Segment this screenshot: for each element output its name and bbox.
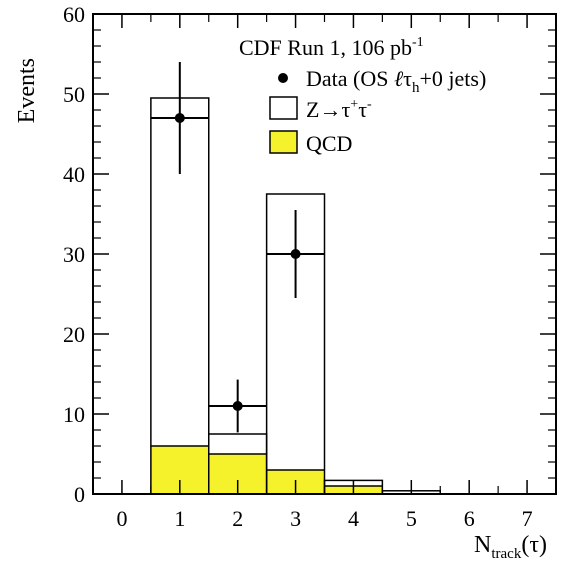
x-tick-label: 4 — [348, 506, 359, 531]
x-axis-label: Ntrack(τ) — [474, 532, 547, 562]
legend-qcd-swatch — [269, 130, 298, 154]
y-tick-label: 0 — [74, 482, 85, 507]
y-tick-label: 10 — [63, 402, 85, 427]
x-tick-label: 7 — [522, 506, 533, 531]
y-tick-label: 30 — [63, 242, 85, 267]
legend-qcd-label: QCD — [306, 131, 352, 156]
axis-layer: 0 1 2 3 4 5 6 7 0 10 20 30 40 50 60 — [63, 2, 557, 531]
x-tick-label: 3 — [290, 506, 301, 531]
x-axis-label-main: N — [474, 532, 491, 558]
legend-data-label: Data (OS ℓτh+0 jets) — [306, 66, 486, 96]
x-axis-label-sub: track — [491, 546, 521, 562]
legend: CDF Run 1, 106 pb-1 Data (OS ℓτh+0 jets)… — [239, 35, 486, 156]
legend-data-marker — [278, 73, 288, 83]
legend-header-sup: -1 — [412, 35, 424, 50]
x-tick-label: 6 — [464, 506, 475, 531]
legend-ztautau-swatch — [269, 96, 298, 120]
x-tick-label: 5 — [406, 506, 417, 531]
legend-ztautau-label: Z→τ+τ- — [306, 97, 372, 122]
x-axis-label-suffix: (τ) — [521, 532, 547, 558]
y-tick-label: 20 — [63, 322, 85, 347]
data-point — [174, 113, 185, 123]
y-axis-label: Events — [14, 58, 40, 123]
y-tick-label: 50 — [63, 82, 85, 107]
data-point — [290, 249, 301, 259]
x-tick-label: 1 — [174, 506, 185, 531]
x-tick-label: 2 — [232, 506, 243, 531]
data-point — [232, 401, 243, 411]
plot-layer — [150, 62, 441, 495]
legend-header: CDF Run 1, 106 pb-1 — [239, 35, 424, 60]
y-tick-label: 60 — [63, 2, 85, 27]
y-tick-label: 40 — [63, 162, 85, 187]
x-tick-label: 0 — [116, 506, 127, 531]
